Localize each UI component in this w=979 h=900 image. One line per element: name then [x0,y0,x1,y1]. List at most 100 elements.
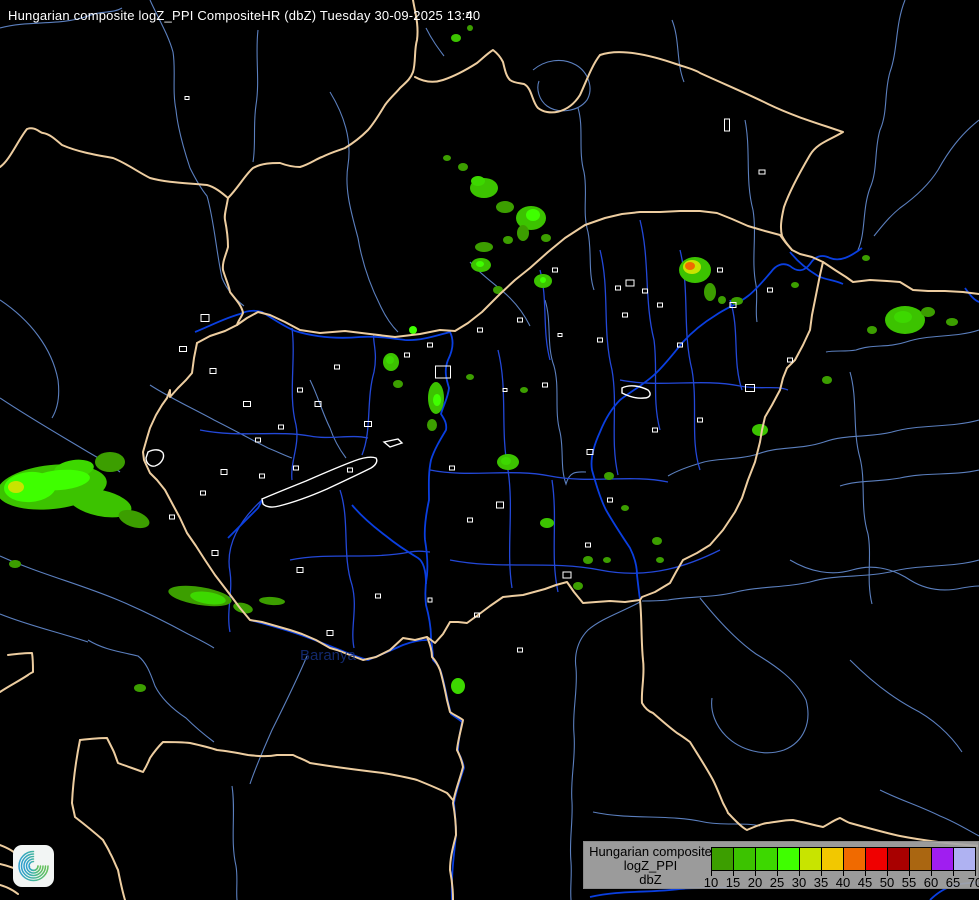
city-outline [496,501,504,509]
city-outline [347,467,353,473]
radar-echo [822,376,832,384]
city-outline [200,314,210,322]
legend-tick-mark [865,871,866,876]
radar-echo [8,481,24,493]
radar-echo [867,326,877,334]
city-outlines-layer [169,12,793,653]
hungary-border [196,210,979,344]
legend-tick-label: 35 [813,875,829,890]
legend-color-cell [755,847,778,871]
city-outline [474,612,480,618]
legend-tick-label: 20 [747,875,763,890]
city-outline [449,465,455,471]
city-outline [552,267,558,273]
radar-echo [409,326,417,334]
radar-echo [731,297,743,305]
legend-color-cell [777,847,800,871]
city-outline [729,302,737,308]
radar-echo [946,318,958,326]
city-outline [296,567,304,573]
legend-color-cell [843,847,866,871]
legend-tick-mark [777,871,778,876]
radar-echo [652,537,662,545]
radar-echo [583,556,593,564]
legend-tick-label: 45 [857,875,873,890]
city-outline [467,517,473,523]
radar-echo [894,311,912,323]
radar-echo [573,582,583,590]
radar-echo [493,286,503,294]
city-outline [293,465,299,471]
city-outline [255,437,261,443]
city-outline [607,497,613,503]
county-borders-layer [199,219,789,649]
radar-echo [656,557,664,563]
city-outline [334,364,340,370]
city-outline [677,342,683,348]
legend-color-cell [953,847,976,871]
city-outline [209,368,217,374]
city-outline [211,550,219,556]
city-outline [717,267,723,273]
radar-echo [685,262,695,270]
legend-tick-label: 60 [923,875,939,890]
city-outline [745,384,755,392]
city-outline [314,401,322,407]
legend-tick-row: 10 15 20 25 30 35 40 45 50 55 60 65 70 [704,871,979,890]
radar-echo [467,25,473,31]
lake-tisza-outline [621,385,651,399]
city-outline [652,427,658,433]
city-outline [278,424,284,430]
radar-echo-layer [0,25,958,694]
city-outline [622,312,628,318]
city-outline [787,357,793,363]
city-outline [259,473,265,479]
radar-echo [718,296,726,304]
radar-echo [68,488,132,518]
swirl-icon [18,850,49,882]
city-outline [697,417,703,423]
radar-title: Hungarian composite logZ_PPI CompositeHR… [8,8,481,23]
radar-echo [386,356,394,364]
legend-color-cell [931,847,954,871]
legend-tick-mark [909,871,910,876]
city-outline [297,387,303,393]
radar-echo [603,557,611,563]
city-outline [220,469,228,475]
radar-echo [496,201,514,213]
radar-echo [540,277,546,283]
radar-echo [443,155,451,161]
radar-echo [520,387,528,393]
radar-echo [471,176,485,186]
lakes-layer [145,385,651,508]
radar-echo [501,457,511,465]
city-outline [557,333,563,337]
city-outline [758,169,766,175]
city-outline [466,12,472,18]
radar-echo [427,419,437,431]
legend-tick-label: 15 [725,875,741,890]
radar-echo [433,394,441,406]
radar-echo [118,509,150,529]
legend-color-cell [799,847,822,871]
radar-echo [476,261,484,267]
legend-tick-mark [843,871,844,876]
legend-tick-mark [975,871,976,876]
county-label: Baranya [300,647,357,664]
city-outline [404,352,410,358]
legend-tick-label: 50 [879,875,895,890]
city-outline [585,542,591,548]
legend-line-product: logZ_PPI [623,858,678,873]
legend-tick-mark [821,871,822,876]
radar-echo [259,596,285,606]
legend-tick-label: 25 [769,875,785,890]
radar-echo [503,236,513,244]
legend-tick-mark [733,871,734,876]
city-outline [435,365,451,379]
city-outline [364,421,372,427]
legend-color-cell [865,847,888,871]
city-outline [517,647,523,653]
